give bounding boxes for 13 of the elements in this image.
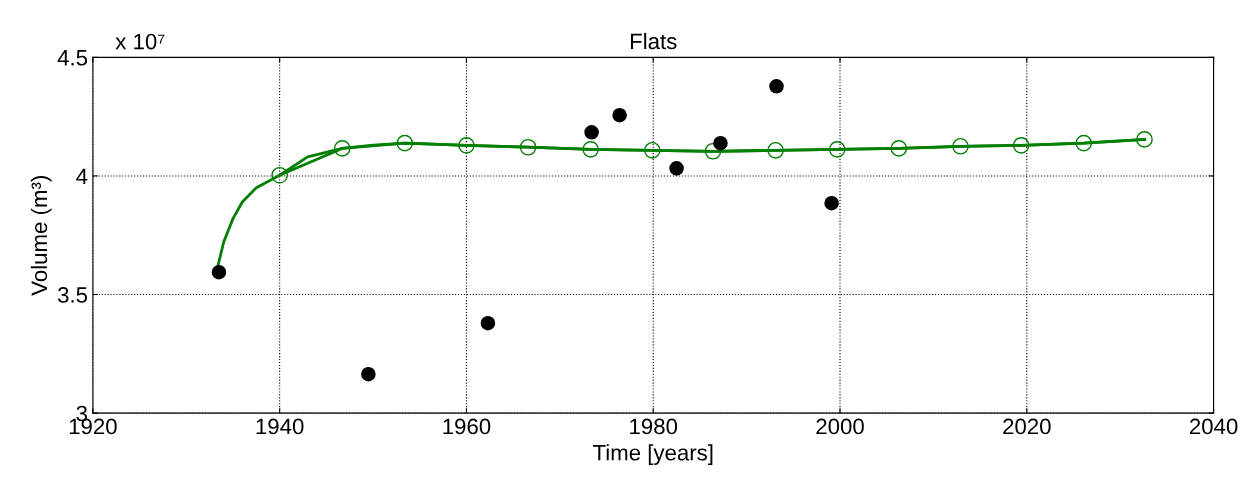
y-axis-title: Volume (m³) [30,176,52,296]
x-tick-label: 1980 [630,418,678,435]
text: x 10⁷ [115,33,165,50]
x-tick-label: 1940 [256,418,304,435]
x-tick-label: 2040 [1189,418,1238,435]
chart-title: Flats [630,32,677,50]
y-tick-label: 4.5 [57,50,88,66]
x-axis-title: Time [years] [593,444,713,465]
x-tick-label: 2000 [816,418,864,435]
x-tick-label: 2020 [1003,418,1051,435]
x-tick-label: 1960 [443,418,491,435]
y-tick-label: 4 [76,168,88,184]
y-tick-label: 3.5 [57,287,88,303]
